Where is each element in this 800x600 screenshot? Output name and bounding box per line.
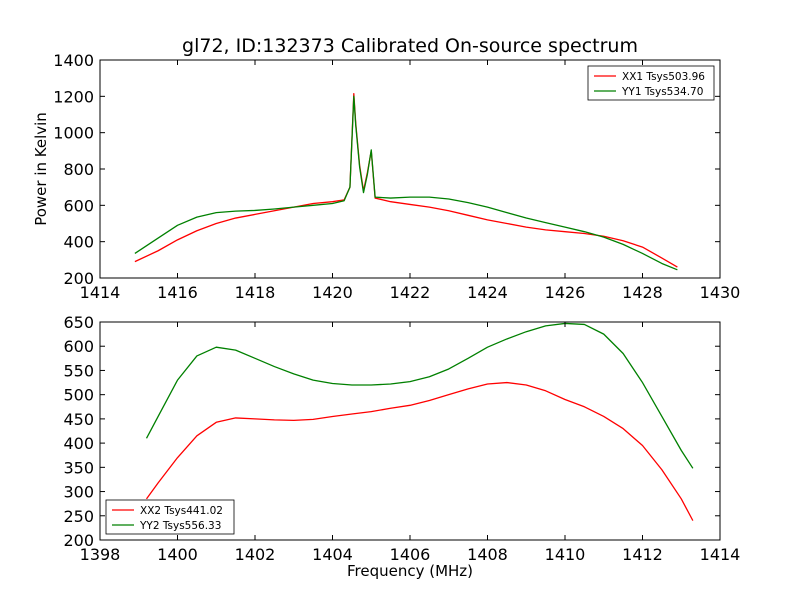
top-legend [587,65,715,101]
top-x-tick-label: 1418 [235,283,276,302]
top-x-tick-label: 1426 [545,283,586,302]
bottom-legend-label-2: YY2 Tsys556.33 [139,520,221,532]
bottom-y-tick-label: 450 [63,410,94,429]
bottom-plot-area: 1398 1400 1402 1404 1406 1408 1410 1412 1414 200 2… [63,313,740,564]
bottom-x-tick-label: 1400 [157,545,198,564]
bottom-series-line-2 [145,322,694,469]
top-x-tick-label: 1420 [312,283,353,302]
top-y-tick-label: 400 [63,233,94,252]
bottom-y-tick-label: 600 [63,337,94,356]
top-chart: gl72, ID:132373 Calibrated On-source spe… [32,35,740,302]
bottom-y-tick-label: 500 [63,386,94,405]
bottom-x-tick-label: 1404 [312,545,353,564]
top-x-tick-label: 1428 [622,283,663,302]
bottom-y-tick-label: 350 [63,458,94,477]
bottom-chart-xlabel: Frequency (MHz) [347,562,473,580]
top-legend-label-2: YY1 Tsys534.70 [621,86,703,98]
bottom-y-tick-label: 550 [63,361,94,380]
bottom-x-tick-label: 1410 [545,545,586,564]
bottom-x-tick-label: 1402 [235,545,276,564]
bottom-x-tick-label: 1406 [390,545,431,564]
top-chart-ylabel: Power in Kelvin [32,112,50,226]
top-y-tick-label: 1000 [53,124,94,143]
top-x-tick-label: 1424 [467,283,508,302]
bottom-legend-label-1: XX2 Tsys441.02 [140,505,223,517]
top-plot-area: 1414 1416 1418 1420 1422 1424 1426 1428 1430 200 4… [53,51,740,302]
bottom-x-tick-label: 1398 [80,545,121,564]
top-x-tick-label: 1416 [157,283,198,302]
bottom-y-tick-label: 650 [63,313,94,332]
bottom-legend [105,499,235,535]
bottom-y-tick-label: 400 [63,434,94,453]
top-y-tick-label: 800 [63,160,94,179]
top-y-tick-label: 1200 [53,87,94,106]
bottom-y-tick-label: 200 [63,531,94,550]
bottom-x-tick-label: 1412 [622,545,663,564]
top-y-tick-label: 1400 [53,51,94,70]
bottom-x-tick-label: 1414 [700,545,741,564]
top-x-tick-label: 1414 [80,283,121,302]
top-y-tick-label: 600 [63,196,94,215]
bottom-x-tick-label: 1408 [467,545,508,564]
bottom-series-line-1 [145,381,694,521]
top-x-tick-label: 1430 [700,283,741,302]
top-chart-title: gl72, ID:132373 Calibrated On-source spe… [182,35,638,57]
bottom-y-tick-label: 250 [63,507,94,526]
bottom-chart: Frequency (MHz) 1398 1400 1402 1404 1406 1408… [63,313,740,580]
top-x-tick-label: 1422 [390,283,431,302]
top-legend-label-1: XX1 Tsys503.96 [622,71,705,83]
top-series-line-2 [134,95,678,271]
bottom-y-tick-label: 300 [63,483,94,502]
top-y-tick-label: 200 [63,269,94,288]
